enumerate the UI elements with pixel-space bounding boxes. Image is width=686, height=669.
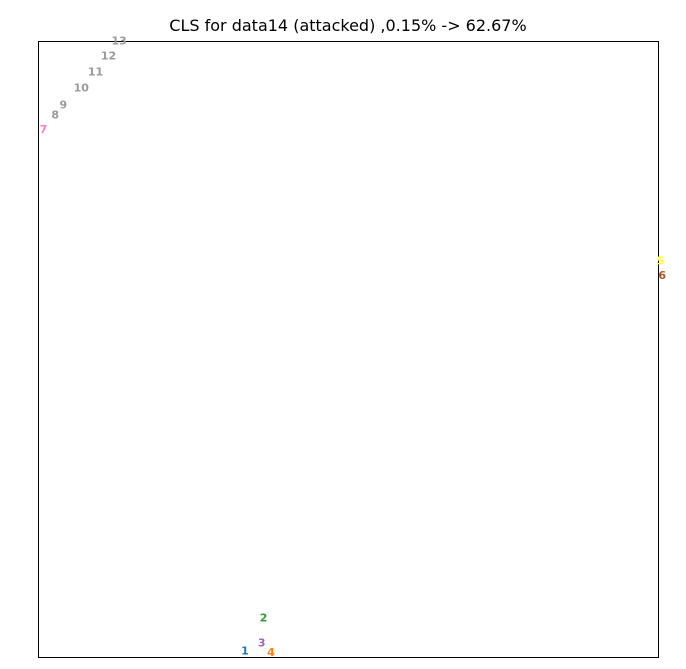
- point-label-1: 1: [241, 644, 249, 657]
- point-label-7: 7: [40, 123, 48, 136]
- point-label-5: 5: [657, 254, 665, 267]
- point-label-9: 9: [59, 99, 67, 112]
- point-label-3: 3: [258, 636, 266, 649]
- point-label-13: 13: [111, 35, 126, 48]
- point-label-12: 12: [101, 49, 116, 62]
- point-label-2: 2: [260, 612, 268, 625]
- point-label-11: 11: [88, 65, 103, 78]
- point-label-6: 6: [658, 269, 666, 282]
- point-label-4: 4: [267, 646, 275, 659]
- point-label-8: 8: [51, 108, 59, 121]
- chart-title: CLS for data14 (attacked) ,0.15% -> 62.6…: [169, 16, 527, 35]
- plot-frame: [38, 41, 659, 658]
- point-label-10: 10: [74, 81, 90, 94]
